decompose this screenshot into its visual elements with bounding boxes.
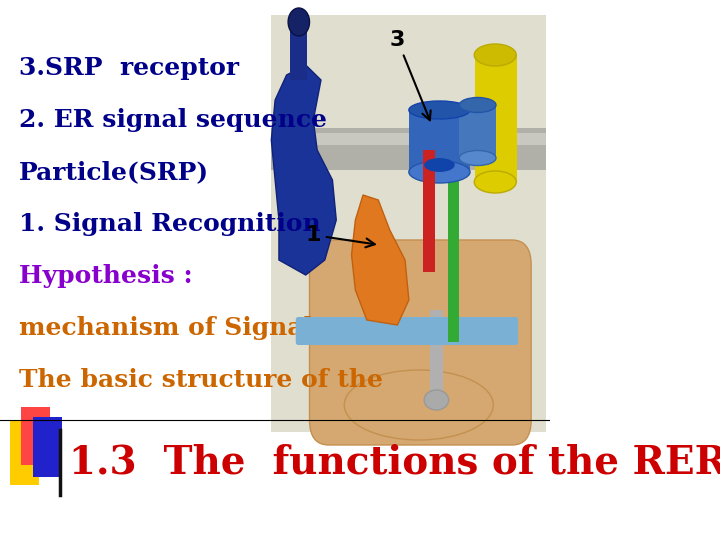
Bar [10, 420, 39, 485]
Bar [271, 128, 546, 170]
Ellipse shape [459, 151, 496, 165]
Text: 2. ER signal sequence: 2. ER signal sequence [19, 108, 327, 132]
Bar [271, 133, 546, 145]
Text: 3.SRP  receptor: 3.SRP receptor [19, 56, 239, 80]
Bar [448, 135, 459, 342]
Bar [474, 55, 517, 182]
Bar [33, 417, 62, 477]
Text: Hypothesis :: Hypothesis : [19, 264, 193, 288]
Bar [430, 310, 444, 402]
Bar [459, 105, 496, 160]
Ellipse shape [474, 171, 516, 193]
FancyBboxPatch shape [310, 240, 531, 445]
Bar [409, 110, 470, 175]
Ellipse shape [424, 390, 449, 410]
Bar [290, 30, 307, 80]
Bar [271, 15, 546, 432]
Text: 1.3  The  functions of the RER: 1.3 The functions of the RER [69, 443, 720, 481]
FancyBboxPatch shape [296, 317, 518, 345]
Ellipse shape [409, 101, 470, 119]
Ellipse shape [409, 161, 470, 183]
Text: 1: 1 [305, 225, 375, 247]
Polygon shape [271, 65, 336, 275]
Text: Particle(SRP): Particle(SRP) [19, 160, 210, 184]
Ellipse shape [459, 98, 496, 112]
Text: 1. Signal Recognition: 1. Signal Recognition [19, 212, 321, 236]
Bar [22, 407, 50, 465]
Bar [423, 150, 435, 272]
Circle shape [288, 8, 310, 36]
Text: mechanism of Signal: mechanism of Signal [19, 316, 313, 340]
Ellipse shape [474, 44, 516, 66]
Polygon shape [351, 195, 409, 325]
Text: 3: 3 [390, 30, 431, 120]
Text: The basic structure of the: The basic structure of the [19, 368, 383, 392]
Ellipse shape [344, 370, 493, 440]
Ellipse shape [424, 158, 455, 172]
